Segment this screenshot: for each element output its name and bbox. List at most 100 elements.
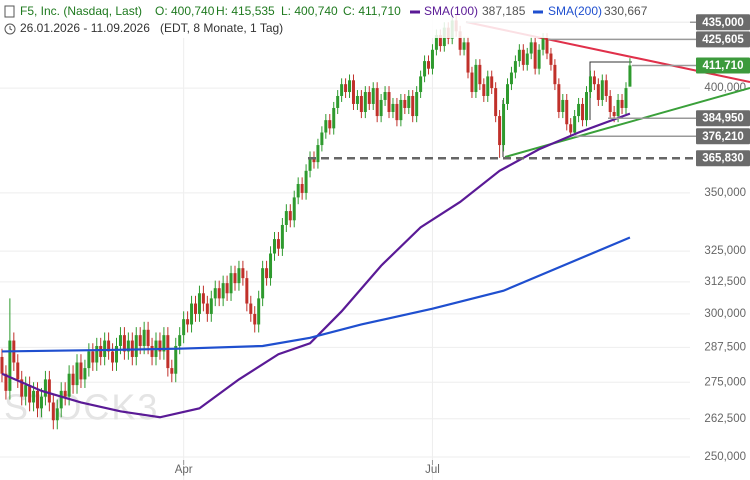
quote-open: O: 400,740 xyxy=(155,4,215,18)
candle-body xyxy=(304,170,308,193)
candle-body xyxy=(197,293,201,314)
candle-body xyxy=(47,379,51,403)
candle-body xyxy=(620,99,624,108)
candle-body xyxy=(205,303,209,314)
candle-body xyxy=(178,335,182,346)
candle-body xyxy=(142,329,146,346)
candle-body xyxy=(608,95,612,113)
candle-body xyxy=(391,103,395,113)
candle-body xyxy=(573,116,577,133)
candle-body xyxy=(91,351,95,363)
candle-body xyxy=(39,396,43,409)
date-range: 26.01.2026 - 11.09.2026 xyxy=(20,21,150,35)
candle-body xyxy=(616,99,620,117)
candle-body xyxy=(553,64,557,85)
candle-body xyxy=(269,253,273,279)
candle-body xyxy=(430,49,434,69)
candle-body xyxy=(209,298,213,314)
candle-body xyxy=(174,345,178,374)
candle-body xyxy=(351,80,355,104)
candle-body xyxy=(355,95,359,104)
clock-hand xyxy=(9,26,13,31)
candle-body xyxy=(498,116,502,146)
candle-body xyxy=(36,390,40,409)
candle-body xyxy=(158,340,162,352)
candle-body xyxy=(253,313,257,325)
candle-body xyxy=(150,345,154,357)
candle-body xyxy=(375,88,379,117)
candle-body xyxy=(312,157,316,163)
candle-body xyxy=(288,211,292,221)
candle-body xyxy=(201,293,205,304)
candle-body xyxy=(75,362,79,386)
candle-body xyxy=(245,278,249,304)
candle-body xyxy=(99,345,103,357)
level-box xyxy=(696,14,750,31)
candle-body xyxy=(434,34,438,50)
y-tick-label: 262,500 xyxy=(704,413,746,425)
candle-body xyxy=(332,107,336,129)
candle-body xyxy=(95,345,99,363)
candle-body xyxy=(122,335,126,352)
candle-body xyxy=(257,298,261,325)
clock-icon xyxy=(4,23,16,35)
candle-body xyxy=(83,368,87,380)
candle-body xyxy=(541,38,545,50)
candle-body xyxy=(577,103,581,117)
candle-body xyxy=(407,95,411,108)
candle-body xyxy=(280,224,284,249)
header-background xyxy=(0,0,690,38)
x-tick-label: Apr xyxy=(175,464,193,476)
quote-low: L: 400,740 xyxy=(281,4,338,18)
candle-body xyxy=(557,84,561,113)
level-label: 365,830 xyxy=(702,153,744,165)
candle-body xyxy=(348,80,352,93)
candle-body xyxy=(138,335,142,346)
candle-body xyxy=(474,64,478,93)
candle-body xyxy=(494,88,498,117)
candle-body xyxy=(233,273,237,284)
candle-body xyxy=(316,145,320,163)
y-tick-label: 350,000 xyxy=(704,187,746,199)
candle-body xyxy=(190,303,194,325)
candle-body xyxy=(525,53,529,65)
level-box xyxy=(696,57,750,74)
candle-body xyxy=(600,80,604,100)
candle-body xyxy=(249,303,253,314)
candle-body xyxy=(379,99,383,117)
level-box xyxy=(696,150,750,167)
candle-body xyxy=(134,335,138,357)
candle-body xyxy=(284,211,288,225)
candle-body xyxy=(490,76,494,89)
candle-body xyxy=(486,76,490,96)
level-label: 384,950 xyxy=(702,113,744,125)
candle-body xyxy=(328,120,332,129)
candle-body xyxy=(115,345,119,363)
candle-body xyxy=(478,64,482,85)
candle-body xyxy=(241,268,245,279)
level-label: 411,710 xyxy=(703,60,744,72)
candle-body xyxy=(59,390,63,409)
level-box xyxy=(696,128,750,145)
moving-average-line xyxy=(1,112,631,419)
candle-body xyxy=(565,99,569,125)
candle-body xyxy=(103,340,107,357)
candle-body xyxy=(458,31,462,50)
candle-body xyxy=(545,38,549,54)
candle-body xyxy=(513,61,517,73)
candle-body xyxy=(20,379,24,397)
candle-body xyxy=(229,273,233,294)
candle-body xyxy=(55,408,59,421)
candle-body xyxy=(0,356,4,374)
candle-body xyxy=(193,303,197,314)
candle-body xyxy=(569,124,573,133)
candle-body xyxy=(4,373,8,391)
candle-body xyxy=(32,390,36,403)
candle-body xyxy=(517,49,521,62)
candle-body xyxy=(533,42,537,69)
candle-body xyxy=(213,288,217,299)
quote-close: C: 411,710 xyxy=(343,4,401,18)
candle-body xyxy=(383,92,387,100)
